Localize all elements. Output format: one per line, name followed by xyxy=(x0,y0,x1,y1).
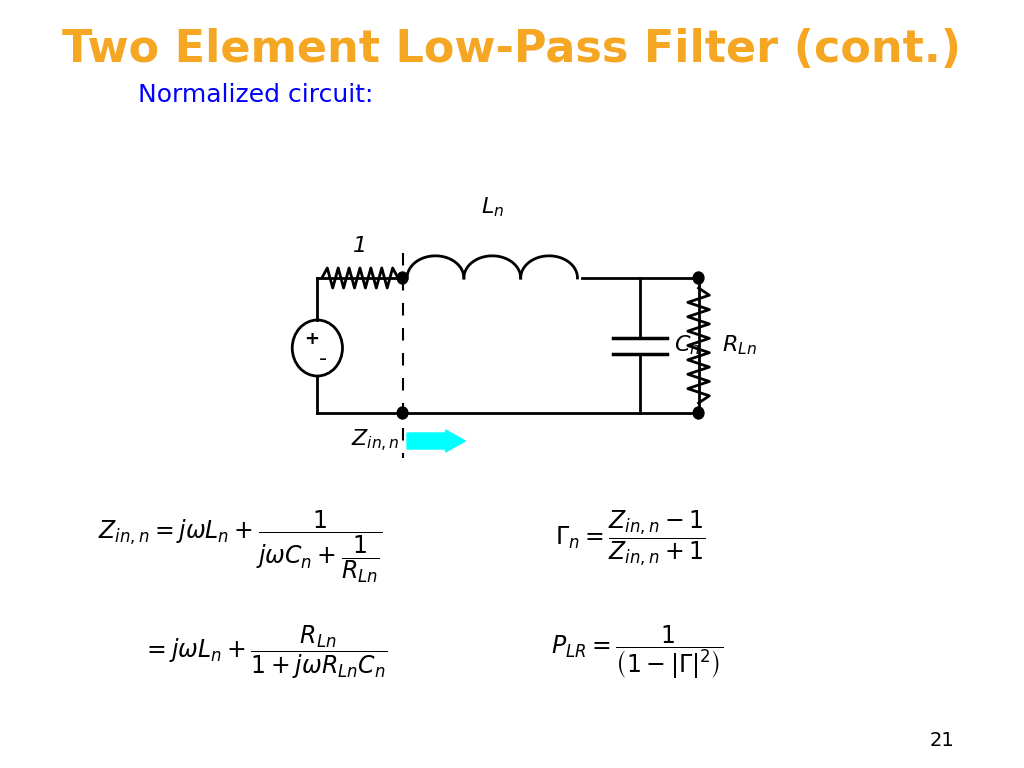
Text: $Z_{in,n}$: $Z_{in,n}$ xyxy=(351,428,400,454)
Text: $R_{Ln}$: $R_{Ln}$ xyxy=(722,334,757,357)
Text: Normalized circuit:: Normalized circuit: xyxy=(138,83,374,107)
Text: $\Gamma_n = \dfrac{Z_{in,n} - 1}{Z_{in,n} + 1}$: $\Gamma_n = \dfrac{Z_{in,n} - 1}{Z_{in,n… xyxy=(555,508,706,568)
Text: Two Element Low-Pass Filter (cont.): Two Element Low-Pass Filter (cont.) xyxy=(62,28,962,71)
Text: $L_n$: $L_n$ xyxy=(480,195,504,219)
Text: $C_n$: $C_n$ xyxy=(675,334,700,357)
Text: 1: 1 xyxy=(353,236,367,256)
Text: 21: 21 xyxy=(930,731,954,750)
Text: +: + xyxy=(304,330,319,348)
Text: $= j\omega L_n + \dfrac{R_{Ln}}{1 + j\omega R_{Ln} C_n}$: $= j\omega L_n + \dfrac{R_{Ln}}{1 + j\om… xyxy=(142,623,388,680)
Circle shape xyxy=(397,272,408,284)
Text: $Z_{in,n} = j\omega L_n + \dfrac{1}{j\omega C_n + \dfrac{1}{R_{Ln}}}$: $Z_{in,n} = j\omega L_n + \dfrac{1}{j\om… xyxy=(97,508,383,585)
Circle shape xyxy=(693,272,703,284)
Circle shape xyxy=(397,407,408,419)
Circle shape xyxy=(693,407,703,419)
FancyArrow shape xyxy=(408,430,465,452)
Text: -: - xyxy=(318,349,327,369)
Text: $P_{LR} = \dfrac{1}{\left(1 - |\Gamma|^2\right)}$: $P_{LR} = \dfrac{1}{\left(1 - |\Gamma|^2… xyxy=(551,623,723,680)
